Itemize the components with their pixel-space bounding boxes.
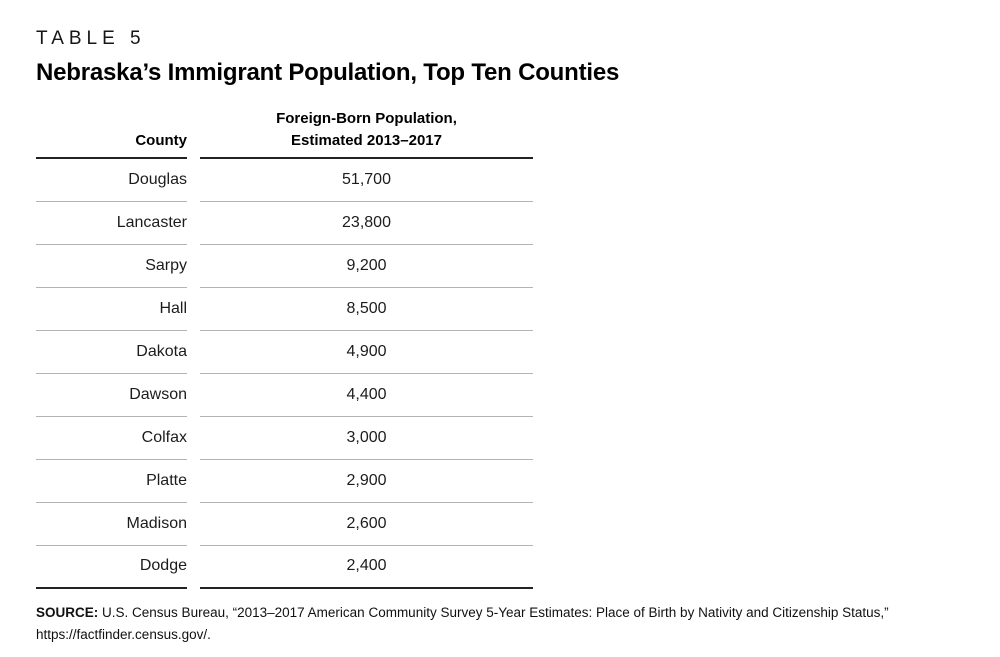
county-cell: Platte xyxy=(36,460,187,503)
county-cell: Sarpy xyxy=(36,245,187,288)
column-header-county: County xyxy=(36,108,187,159)
table-row: Hall 8,500 xyxy=(36,288,533,331)
table-row: Lancaster 23,800 xyxy=(36,202,533,245)
county-cell: Douglas xyxy=(36,159,187,202)
population-cell: 9,200 xyxy=(200,245,533,288)
population-cell: 2,900 xyxy=(200,460,533,503)
data-table: County Foreign-Born Population, Estimate… xyxy=(36,108,533,589)
county-cell: Dawson xyxy=(36,374,187,417)
source-line: SOURCE: U.S. Census Bureau, “2013–2017 A… xyxy=(36,605,889,620)
county-cell: Lancaster xyxy=(36,202,187,245)
population-cell: 23,800 xyxy=(200,202,533,245)
table-row: Douglas 51,700 xyxy=(36,159,533,202)
table-row: Dawson 4,400 xyxy=(36,374,533,417)
county-cell: Madison xyxy=(36,503,187,546)
population-cell: 3,000 xyxy=(200,417,533,460)
column-header-population-line1: Foreign-Born Population, xyxy=(276,110,457,127)
column-header-population: Foreign-Born Population, Estimated 2013–… xyxy=(200,108,533,159)
county-cell: Dodge xyxy=(36,546,187,589)
population-cell: 51,700 xyxy=(200,159,533,202)
source-label: SOURCE: xyxy=(36,604,99,620)
source-text: U.S. Census Bureau, “2013–2017 American … xyxy=(102,604,889,620)
population-cell: 4,400 xyxy=(200,374,533,417)
population-cell: 4,900 xyxy=(200,331,533,374)
county-cell: Hall xyxy=(36,288,187,331)
table-row: Dodge 2,400 xyxy=(36,546,533,589)
page-title: Nebraska’s Immigrant Population, Top Ten… xyxy=(36,59,620,86)
source-note: SOURCE: U.S. Census Bureau, “2013–2017 A… xyxy=(36,602,946,647)
table-row: Colfax 3,000 xyxy=(36,417,533,460)
table-row: Madison 2,600 xyxy=(36,503,533,546)
county-cell: Dakota xyxy=(36,331,187,374)
table-body: Douglas 51,700 Lancaster 23,800 Sarpy 9,200 Ha… xyxy=(36,159,533,589)
population-cell: 8,500 xyxy=(200,288,533,331)
county-cell: Colfax xyxy=(36,417,187,460)
table-row: Platte 2,900 xyxy=(36,460,533,503)
column-header-county-label: County xyxy=(135,131,187,149)
source-url: https://factfinder.census.gov/. xyxy=(36,626,211,642)
population-cell: 2,600 xyxy=(200,503,533,546)
table-header-row: County Foreign-Born Population, Estimate… xyxy=(36,108,533,159)
population-cell: 2,400 xyxy=(200,546,533,589)
table-row: Dakota 4,900 xyxy=(36,331,533,374)
table-row: Sarpy 9,200 xyxy=(36,245,533,288)
column-header-population-line2: Estimated 2013–2017 xyxy=(291,131,442,149)
table-number-label: TABLE 5 xyxy=(36,28,146,49)
